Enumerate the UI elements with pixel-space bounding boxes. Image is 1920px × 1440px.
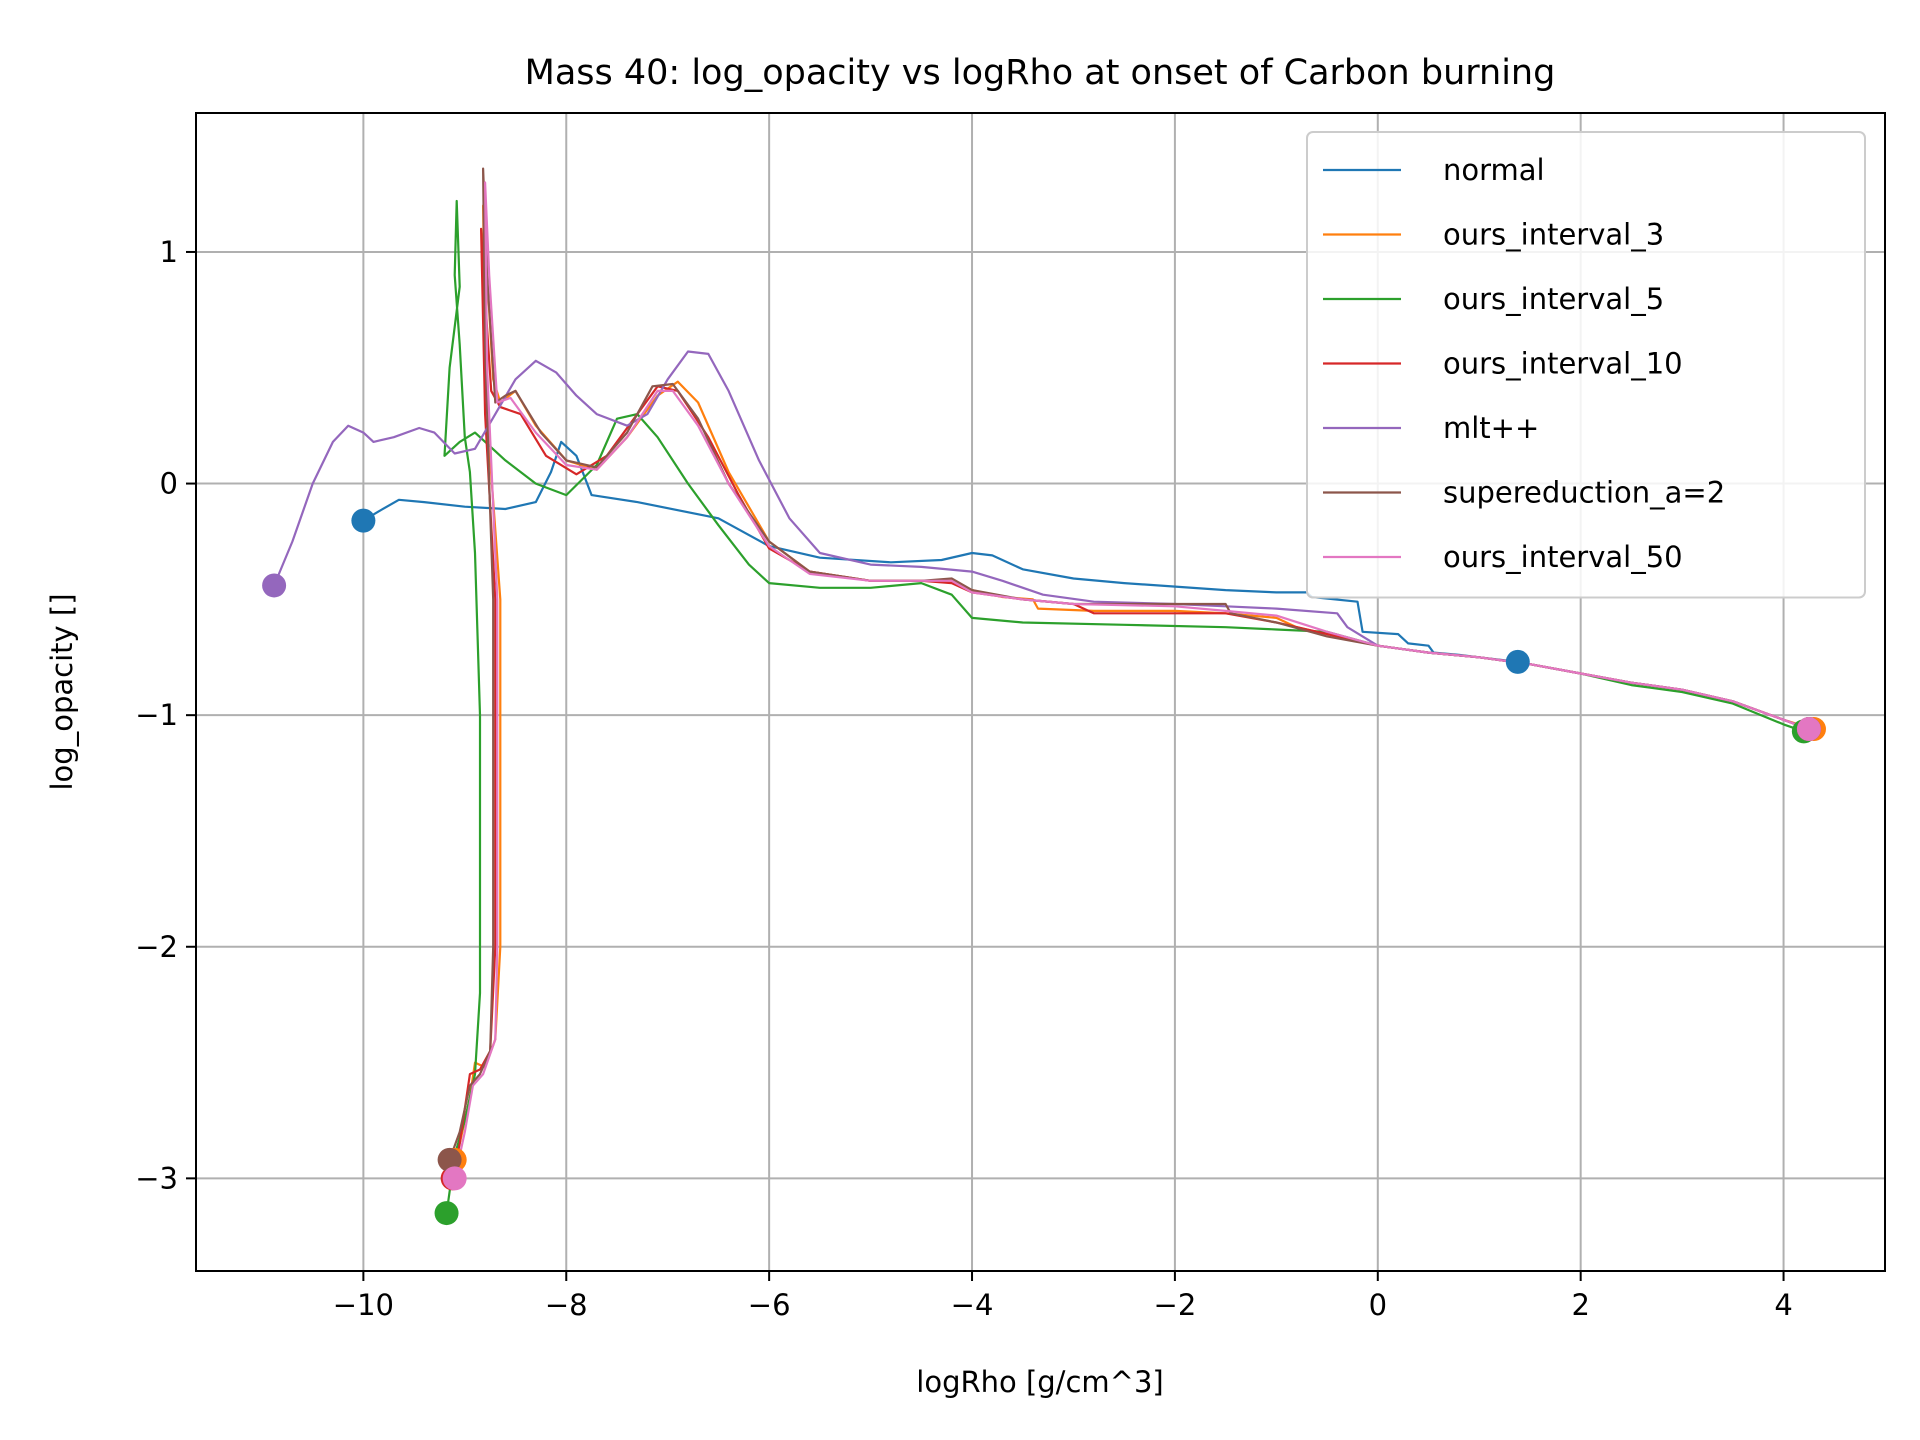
x-axis-label: logRho [g/cm^3] [916,1365,1163,1399]
legend-label: ours_interval_5 [1443,282,1664,316]
start-marker-5 [437,1147,462,1172]
series-layer [273,167,1815,1214]
y-tick-label: 1 [160,235,178,269]
start-marker-6 [442,1166,467,1191]
x-tick-label: −10 [333,1288,394,1322]
series-line-6 [453,181,1810,1179]
start-marker-2 [434,1201,459,1226]
plot-frame [195,112,1886,1272]
legend-label: normal [1443,153,1545,187]
x-tick-label: −8 [545,1288,588,1322]
x-tick-label: −6 [748,1288,791,1322]
start-marker-0 [351,508,376,533]
end-marker-0 [1505,649,1530,674]
legend-box [1306,131,1866,599]
series-line-0 [362,440,1518,663]
x-tick-label: 0 [1369,1288,1387,1322]
tick-layer: −10 −8 −6 −4 −2 0 2 4−3−2−101 [135,235,1793,1322]
legend-label: ours_interval_3 [1443,218,1664,252]
x-tick-label: −2 [1154,1288,1197,1322]
chart-title: Mass 40: log_opacity vs logRho at onset … [525,53,1556,93]
y-axis-label: log_opacity [] [45,593,79,790]
start-marker-4 [262,573,287,598]
y-tick-label: −1 [135,698,178,732]
legend-label: supereduction_a=2 [1443,476,1725,510]
y-tick-label: −2 [135,930,178,964]
legend-label: ours_interval_50 [1443,540,1683,574]
marker-layer [262,508,1826,1226]
x-tick-label: 4 [1774,1288,1792,1322]
x-tick-label: 2 [1571,1288,1589,1322]
legend-label: ours_interval_10 [1443,347,1683,381]
legend-label: mlt++ [1443,411,1539,445]
legend: normal ours_interval_3 ours_interval_5ours… [1306,131,1866,599]
y-tick-label: −3 [135,1161,178,1195]
x-tick-label: −4 [951,1288,994,1322]
end-marker-6 [1796,717,1821,742]
y-tick-label: 0 [160,467,178,501]
